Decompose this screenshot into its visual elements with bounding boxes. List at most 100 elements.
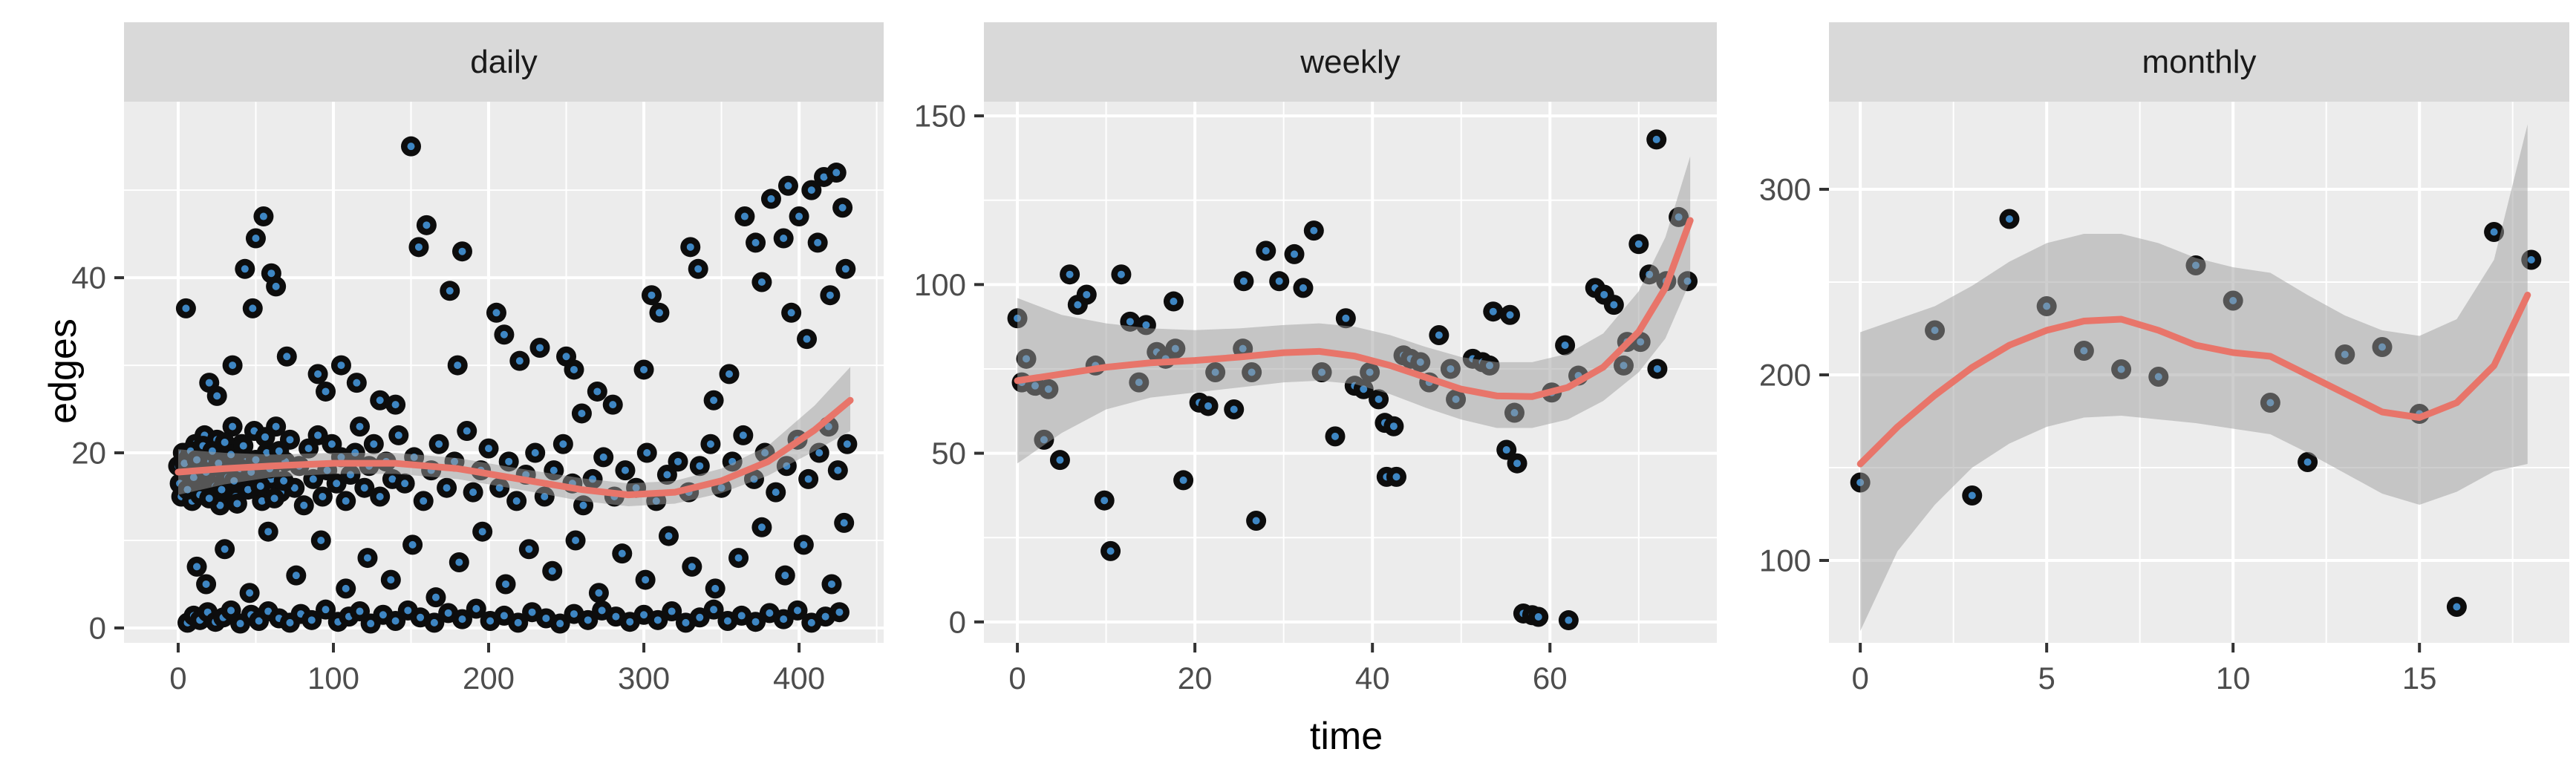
data-point-center (280, 477, 288, 485)
data-point-center (772, 488, 780, 497)
data-point-center (710, 606, 718, 614)
smooth-line (175, 396, 854, 499)
data-point-center (1375, 395, 1383, 403)
data-point-center (370, 440, 378, 448)
data-point-center (259, 212, 267, 220)
data-point-center (307, 616, 316, 624)
x-tick-label: 15 (2402, 661, 2437, 696)
data-point-center (531, 449, 539, 457)
smooth-line (1014, 217, 1694, 400)
data-point-center (643, 449, 651, 457)
data-point-center (182, 304, 190, 313)
data-point-center (528, 608, 536, 616)
data-point-center (430, 618, 438, 627)
facet-strip-monthly: monthly (1829, 22, 2569, 102)
data-point-center (478, 528, 486, 536)
data-point-center (407, 143, 415, 151)
data-point-center (711, 584, 720, 592)
data-point-center (322, 387, 330, 396)
data-point-center (193, 563, 201, 571)
data-point-center (2527, 256, 2535, 264)
data-point-center (376, 493, 384, 501)
data-point-center (1610, 301, 1618, 309)
y-tick-label: 0 (949, 604, 966, 639)
x-tick-label: 200 (463, 661, 515, 696)
data-point-center (218, 485, 226, 494)
x-tick-label: 0 (169, 661, 186, 696)
panel-background (124, 102, 884, 643)
data-point-center (322, 606, 330, 614)
data-point-center (696, 462, 704, 470)
x-tick-label: 10 (2216, 661, 2251, 696)
data-point-center (800, 540, 808, 549)
data-point-center (1561, 341, 1569, 350)
data-point-center (688, 563, 696, 571)
data-point-center (556, 620, 564, 628)
data-point-center (423, 221, 431, 229)
data-point-center (725, 370, 734, 378)
x-tick-label: 100 (307, 661, 359, 696)
x-tick-label: 40 (1355, 661, 1390, 696)
data-point-center (417, 613, 425, 621)
data-point-center (579, 501, 587, 509)
data-point-center (1968, 491, 1976, 500)
data-point-center (1170, 298, 1178, 306)
data-point-center (584, 616, 592, 624)
data-point-center (515, 357, 524, 365)
data-point-center (283, 353, 291, 361)
data-point-center (807, 618, 815, 627)
data-point-center (485, 445, 493, 453)
data-point-center (668, 607, 676, 615)
data-point-center (463, 427, 471, 435)
x-axis-title: time (1309, 715, 1383, 758)
data-point-center (740, 212, 749, 220)
data-point-center (1310, 226, 1318, 235)
data-point-center (444, 609, 452, 617)
data-layer (1850, 124, 2542, 631)
data-point-center (803, 335, 811, 343)
data-point-center (229, 422, 237, 431)
data-point-center (578, 409, 586, 417)
data-point-center (502, 580, 510, 588)
x-tick-label: 300 (618, 661, 670, 696)
data-point-center (1056, 456, 1064, 464)
confidence-band (1860, 124, 2528, 631)
panel-monthly: 100 200 300 0 5 10 15 (1759, 102, 2569, 696)
data-point-center (542, 614, 550, 622)
data-layer (168, 136, 858, 634)
data-point-center (342, 584, 350, 592)
data-point-center (1653, 364, 1661, 373)
x-tick-label: 60 (1533, 661, 1568, 696)
data-point-center (598, 606, 606, 615)
data-point-center (2005, 215, 2013, 223)
data-point-center (202, 580, 210, 588)
data-point-center (618, 549, 626, 557)
data-point-center (648, 291, 656, 299)
data-point-center (815, 449, 824, 457)
data-point-center (314, 431, 322, 439)
data-point-center (525, 545, 533, 553)
data-point-center (227, 606, 235, 615)
x-tick-label: 0 (1008, 661, 1025, 696)
data-point-center (469, 488, 477, 497)
data-point-center (292, 572, 300, 580)
y-tick-label: 300 (1759, 172, 1811, 207)
data-point-center (595, 589, 603, 597)
data-point-center (766, 609, 774, 617)
data-point-center (500, 330, 508, 338)
data-point-center (593, 387, 601, 396)
data-point-center (267, 269, 275, 278)
data-point-center (388, 475, 397, 483)
data-point-center (784, 182, 792, 190)
data-point-center (674, 457, 682, 465)
data-point-center (793, 606, 801, 615)
data-point-center (787, 309, 795, 317)
data-point-center (512, 497, 521, 505)
data-point-center (435, 440, 443, 448)
data-point-center (363, 554, 371, 562)
data-point-center (626, 618, 634, 626)
data-point-center (275, 447, 283, 455)
data-point-center (258, 497, 266, 505)
